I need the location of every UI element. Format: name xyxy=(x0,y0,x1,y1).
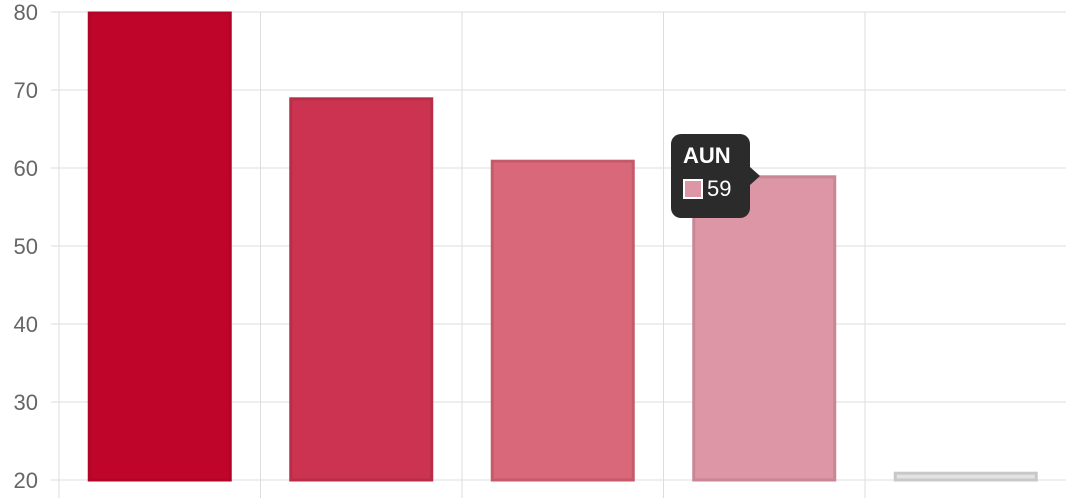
chart-tooltip: AUN 59 xyxy=(671,134,760,218)
bar xyxy=(490,159,635,482)
bar xyxy=(893,471,1038,482)
y-tick-label: 20 xyxy=(14,468,38,493)
tooltip-row: 59 xyxy=(683,177,738,201)
tooltip-value: 59 xyxy=(707,176,732,201)
y-tick-label: 40 xyxy=(14,312,38,337)
y-tick-label: 30 xyxy=(14,390,38,415)
bar xyxy=(692,175,837,482)
y-tick-label: 80 xyxy=(14,0,38,25)
bar xyxy=(87,11,232,482)
y-tick-label: 70 xyxy=(14,78,38,103)
tooltip-title: AUN xyxy=(683,143,731,168)
y-tick-label: 50 xyxy=(14,234,38,259)
y-tick-label: 60 xyxy=(14,156,38,181)
bar xyxy=(289,97,434,482)
tooltip-swatch xyxy=(683,179,703,199)
